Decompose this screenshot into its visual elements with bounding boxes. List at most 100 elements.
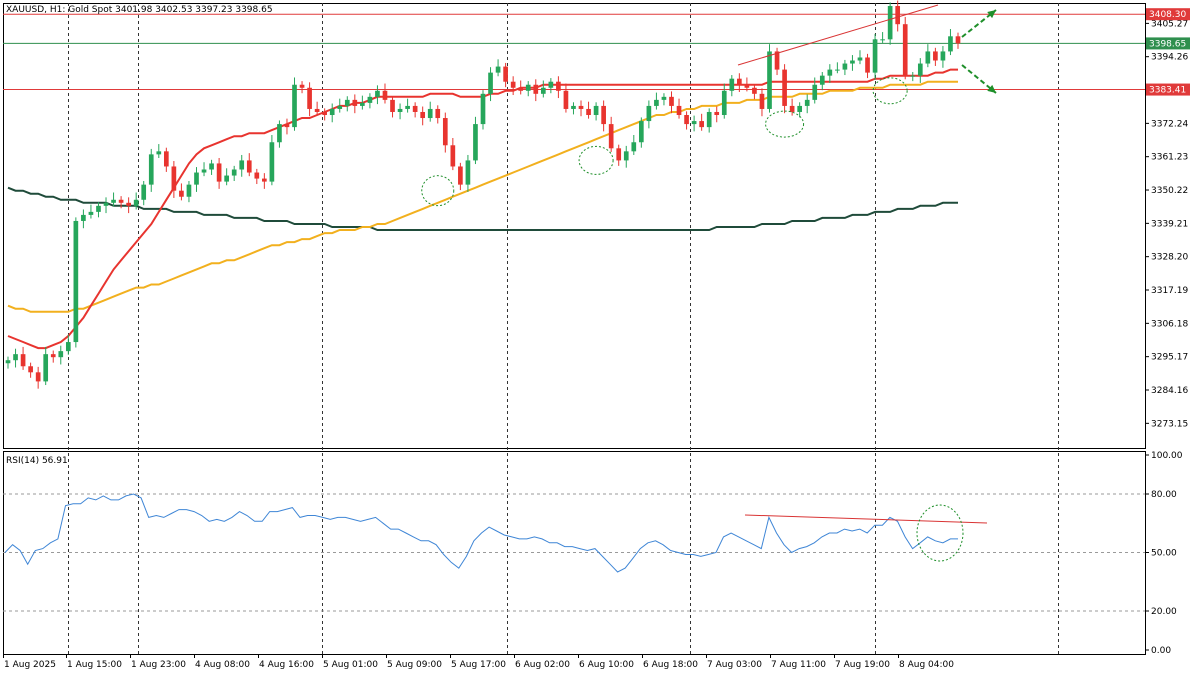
candle-bull bbox=[887, 6, 893, 40]
candle-bear bbox=[782, 69, 787, 106]
candle-bear bbox=[314, 108, 320, 112]
ma-mid-line bbox=[7, 80, 958, 313]
candle-bear bbox=[586, 108, 591, 116]
candle-bull bbox=[5, 360, 11, 364]
candle-bull bbox=[292, 84, 297, 128]
candle-bear bbox=[933, 51, 938, 61]
time-tick-label: 1 Aug 15:00 bbox=[67, 660, 122, 670]
candle-bull bbox=[13, 354, 18, 361]
candle-bull bbox=[917, 63, 923, 76]
candle-bull bbox=[88, 211, 94, 215]
candle-bull bbox=[141, 184, 147, 200]
time-tick-label: 6 Aug 10:00 bbox=[579, 660, 634, 670]
price-label-box bbox=[1146, 83, 1190, 96]
candle-bear bbox=[216, 163, 222, 182]
candle-bear bbox=[578, 105, 584, 109]
candle-bull bbox=[767, 51, 772, 109]
candle-bull bbox=[111, 199, 116, 203]
price-tick-label: 3284.16 bbox=[1151, 386, 1188, 396]
time-tick-label: 1 Aug 2025 bbox=[4, 660, 56, 670]
rsi-tick-label: 100.00 bbox=[1151, 451, 1183, 461]
rsi-line bbox=[4, 493, 958, 573]
time-tick-label: 4 Aug 16:00 bbox=[259, 660, 314, 670]
candle-bull bbox=[344, 99, 350, 106]
candle-bull bbox=[925, 51, 931, 64]
price-axis[interactable]: 3405.27 3394.26 3383.41 3372.24 3361.23 3350.… bbox=[1145, 19, 1188, 429]
candle-bull bbox=[548, 81, 554, 88]
candle-bull bbox=[186, 184, 192, 197]
candle-bull bbox=[148, 154, 154, 185]
candle-bear bbox=[126, 202, 131, 206]
candle-bull bbox=[872, 39, 878, 73]
candle-bull bbox=[948, 36, 953, 52]
candle-bear bbox=[20, 354, 26, 367]
price-label-text: 3383.41 bbox=[1149, 86, 1186, 96]
candle-bear bbox=[737, 78, 742, 85]
candle-bull bbox=[827, 69, 833, 76]
candle-bull bbox=[194, 172, 199, 185]
candle-bull bbox=[337, 105, 343, 109]
candle-bull bbox=[646, 105, 652, 122]
price-tick-label: 3350.22 bbox=[1151, 186, 1188, 196]
price-label-box bbox=[1146, 37, 1190, 50]
candle-bear bbox=[616, 148, 622, 161]
time-tick-label: 5 Aug 17:00 bbox=[451, 660, 506, 670]
candle-bull bbox=[706, 111, 712, 128]
candle-bear bbox=[382, 90, 388, 100]
time-axis[interactable]: 1 Aug 2025 1 Aug 15:00 1 Aug 23:00 4 Aug 08… bbox=[3, 654, 955, 670]
time-tick-label: 7 Aug 11:00 bbox=[771, 660, 826, 670]
candle-bear bbox=[435, 108, 441, 119]
candle-bull bbox=[654, 99, 659, 106]
annotations bbox=[421, 4, 997, 207]
trendline-red bbox=[737, 4, 939, 66]
candle-bear bbox=[752, 87, 757, 94]
horizontal-price-lines bbox=[3, 13, 1145, 91]
candle-bull bbox=[495, 66, 501, 73]
candle-bull bbox=[96, 205, 101, 212]
candle-bull bbox=[277, 124, 282, 143]
candle-bear bbox=[774, 51, 780, 70]
rsi-line-group bbox=[4, 493, 988, 573]
candle-bull bbox=[156, 151, 162, 155]
candle-bull bbox=[812, 84, 818, 100]
candle-bull bbox=[661, 96, 667, 100]
rsi-trendline-red bbox=[744, 514, 988, 524]
candle-bear bbox=[284, 124, 290, 128]
candle-bull bbox=[73, 220, 79, 343]
candle-bear bbox=[533, 84, 539, 94]
candle-bull bbox=[360, 102, 365, 106]
vertical-gridlines bbox=[68, 3, 1059, 654]
dashed-circle-annotation bbox=[765, 110, 805, 138]
candle-bull bbox=[231, 169, 237, 176]
time-tick-label: 6 Aug 18:00 bbox=[643, 660, 698, 670]
candle-bull bbox=[465, 160, 471, 185]
candle-bull bbox=[571, 105, 576, 109]
candle-bear bbox=[714, 111, 720, 116]
candle-bull bbox=[835, 69, 840, 71]
rsi-tick-label: 20.00 bbox=[1151, 607, 1177, 617]
candle-bull bbox=[65, 342, 71, 352]
candle-bear bbox=[563, 90, 569, 109]
candle-bull bbox=[540, 87, 546, 94]
candle-bull bbox=[224, 175, 229, 182]
candle-bear bbox=[669, 96, 674, 106]
time-tick-label: 8 Aug 04:00 bbox=[899, 660, 954, 670]
price-label-text: 3408.30 bbox=[1149, 10, 1186, 20]
candle-bull bbox=[375, 90, 380, 97]
candle-bull bbox=[473, 124, 478, 161]
price-tick-label: 3306.18 bbox=[1151, 319, 1188, 329]
candle-bear bbox=[352, 99, 358, 106]
price-tick-label: 3273.15 bbox=[1151, 419, 1188, 429]
candle-bull bbox=[367, 96, 373, 103]
price-tick-label: 3339.21 bbox=[1151, 219, 1188, 229]
candle-bear bbox=[50, 354, 56, 358]
chart-header: XAUUSD, H1: Gold Spot 3401.98 3402.53 33… bbox=[6, 5, 273, 15]
candle-bull bbox=[819, 75, 825, 85]
candle-bull bbox=[880, 39, 885, 41]
candle-bull bbox=[405, 105, 410, 109]
candle-bear bbox=[322, 111, 328, 116]
candle-bull bbox=[623, 151, 629, 161]
candle-bull bbox=[797, 105, 803, 112]
